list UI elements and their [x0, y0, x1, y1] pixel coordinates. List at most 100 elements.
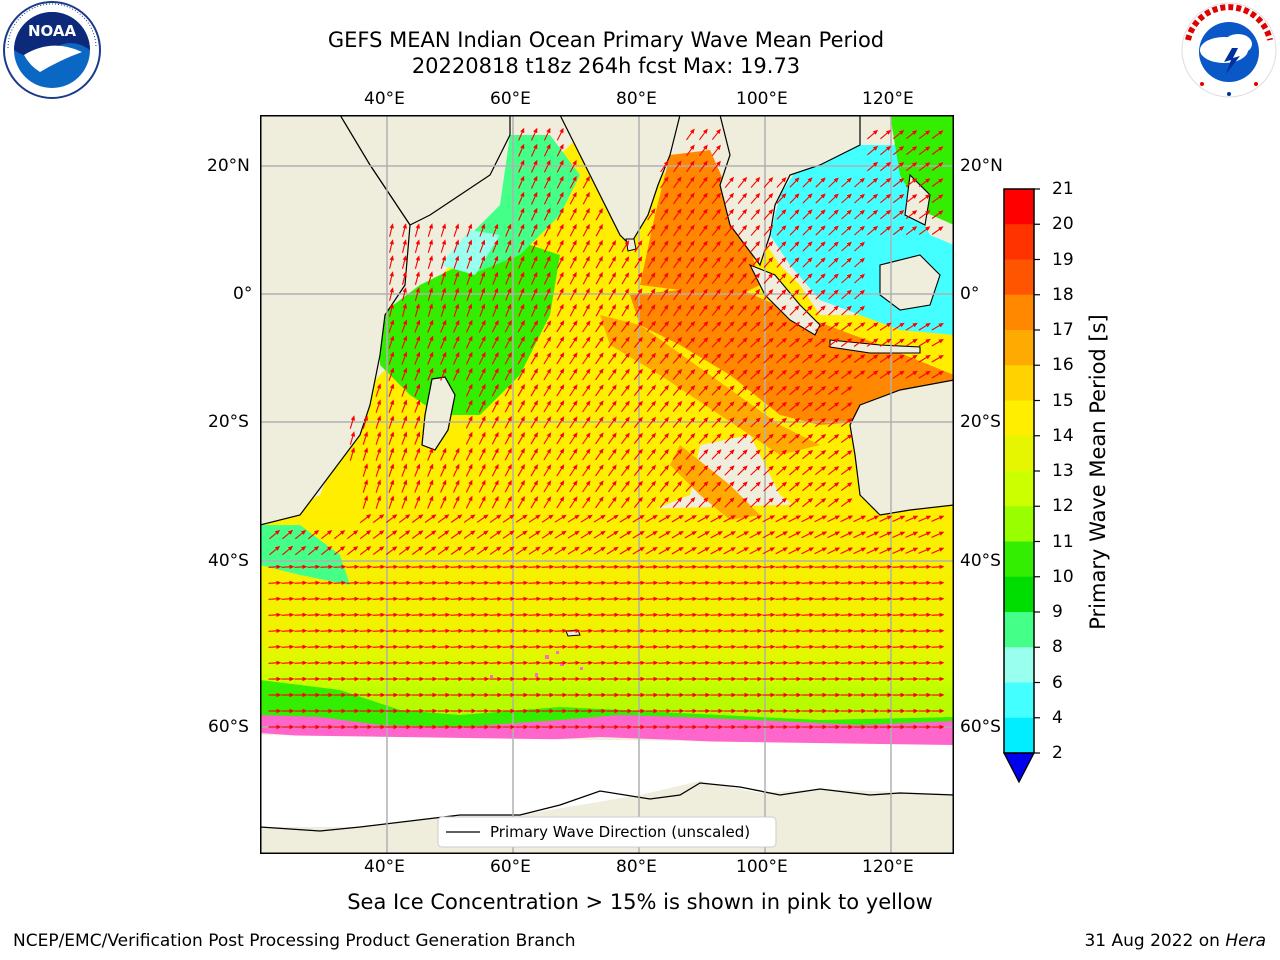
- direction-arrow-head: [703, 497, 709, 503]
- direction-arrow-head: [833, 193, 839, 199]
- direction-arrow-head: [546, 207, 551, 214]
- direction-arrow-head: [626, 514, 632, 520]
- direction-arrow-head: [768, 481, 774, 487]
- direction-arrow-head: [548, 546, 554, 552]
- direction-arrow-head: [536, 580, 542, 585]
- direction-arrow-head: [729, 385, 735, 391]
- direction-arrow-head: [403, 415, 408, 421]
- direction-arrow-head: [428, 271, 433, 277]
- direction-arrow-head: [416, 335, 421, 341]
- direction-arrow-head: [742, 288, 748, 295]
- direction-arrow-head: [821, 402, 827, 407]
- direction-arrow-head: [899, 194, 905, 199]
- direction-arrow-head: [380, 596, 386, 601]
- direction-arrow-head: [522, 530, 528, 536]
- direction-arrow-head: [729, 272, 734, 278]
- direction-arrow-head: [572, 271, 577, 278]
- direction-arrow-head: [598, 224, 603, 230]
- direction-arrow-head: [585, 320, 591, 326]
- direction-arrow-head: [755, 288, 761, 295]
- direction-arrow-head: [718, 612, 724, 617]
- direction-arrow-head: [276, 724, 282, 730]
- direction-arrow-head: [471, 644, 477, 649]
- direction-arrow-head: [389, 479, 395, 485]
- direction-arrow-head: [861, 612, 867, 617]
- direction-arrow-head: [822, 676, 828, 682]
- direction-arrow-head: [481, 255, 486, 261]
- direction-arrow-head: [705, 708, 711, 714]
- direction-arrow-head: [393, 676, 399, 682]
- direction-arrow-head: [640, 708, 646, 714]
- direction-arrow-head: [627, 708, 633, 714]
- direction-arrow-head: [455, 335, 460, 342]
- direction-arrow-head: [783, 628, 789, 633]
- direction-arrow-head: [757, 644, 763, 649]
- direction-arrow-head: [302, 692, 308, 698]
- direction-arrow-head: [653, 580, 659, 585]
- right-tick-40s: 40°S: [960, 551, 1001, 571]
- direction-arrow-head: [873, 354, 879, 360]
- direction-arrow-head: [938, 162, 944, 167]
- direction-arrow-head: [703, 224, 708, 230]
- direction-arrow-head: [703, 337, 709, 343]
- direction-arrow-head: [429, 335, 434, 342]
- direction-arrow-head: [481, 447, 486, 454]
- direction-arrow-head: [899, 547, 906, 552]
- direction-arrow-head: [716, 304, 721, 310]
- direction-arrow-head: [481, 271, 486, 277]
- direction-arrow-head: [442, 319, 447, 326]
- direction-arrow-head: [666, 612, 672, 617]
- direction-arrow-head: [468, 351, 473, 358]
- direction-arrow-head: [718, 644, 724, 649]
- direction-arrow-head: [925, 322, 931, 328]
- direction-arrow-head: [376, 479, 381, 485]
- direction-arrow-head: [432, 692, 438, 698]
- direction-arrow-head: [585, 496, 591, 502]
- direction-arrow-head: [757, 628, 763, 633]
- direction-arrow-head: [510, 580, 516, 585]
- direction-arrow-head: [533, 448, 538, 454]
- direction-arrow-head: [718, 596, 724, 601]
- direction-arrow-head: [731, 708, 737, 714]
- direction-arrow-head: [742, 240, 748, 247]
- direction-arrow-head: [612, 400, 617, 406]
- map-legend: Primary Wave Direction (unscaled): [437, 816, 777, 848]
- direction-arrow-head: [846, 305, 852, 311]
- direction-arrow-head: [666, 708, 672, 714]
- direction-arrow-head: [690, 176, 695, 182]
- direction-arrow-head: [703, 240, 708, 246]
- direction-arrow-head: [835, 596, 841, 601]
- direction-arrow-head: [755, 272, 761, 279]
- direction-arrow-head: [744, 708, 750, 714]
- direction-arrow-head: [507, 480, 512, 486]
- direction-arrow-head: [612, 368, 617, 374]
- direction-arrow-head: [559, 384, 565, 390]
- direction-arrow-head: [497, 676, 503, 682]
- direction-arrow-head: [363, 463, 368, 469]
- direction-arrow-head: [509, 530, 515, 536]
- direction-arrow-head: [742, 417, 748, 423]
- direction-arrow-head: [692, 676, 698, 682]
- direction-arrow-head: [444, 514, 450, 519]
- direction-arrow-head: [403, 447, 408, 453]
- direction-arrow-head: [821, 547, 828, 552]
- direction-arrow-head: [522, 546, 528, 552]
- direction-arrow-head: [549, 580, 555, 585]
- direction-arrow-head: [705, 724, 711, 730]
- direction-arrow-head: [703, 449, 709, 455]
- direction-arrow-head: [807, 337, 814, 343]
- direction-arrow-head: [705, 628, 711, 633]
- direction-arrow-head: [756, 547, 763, 552]
- direction-arrow-head: [900, 692, 906, 698]
- direction-arrow-head: [676, 208, 682, 214]
- direction-arrow-head: [874, 676, 880, 682]
- direction-arrow-head: [406, 644, 412, 649]
- direction-arrow-head: [833, 209, 839, 215]
- direction-arrow-head: [510, 612, 516, 617]
- direction-arrow-head: [523, 628, 529, 633]
- direction-arrow-head: [455, 495, 460, 502]
- colorbar-label: 12: [1052, 496, 1074, 517]
- direction-arrow-head: [363, 431, 368, 437]
- direction-arrow-head: [468, 479, 473, 486]
- direction-arrow-head: [860, 515, 867, 520]
